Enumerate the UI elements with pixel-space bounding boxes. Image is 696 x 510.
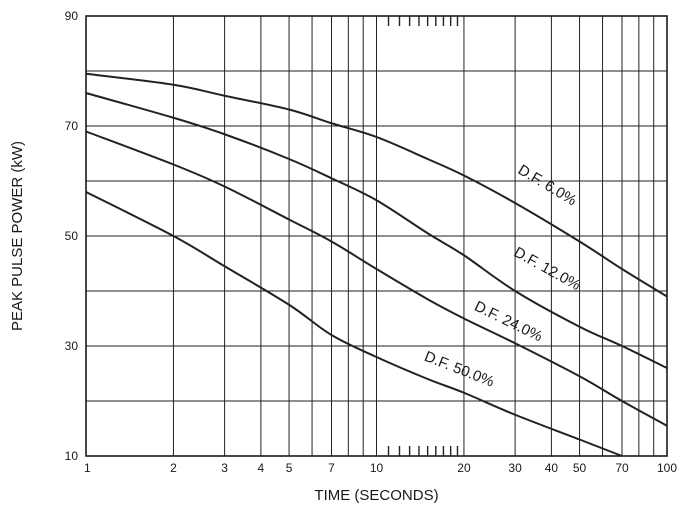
series-line-2 bbox=[85, 92, 668, 369]
y-tick-label: 70 bbox=[65, 119, 79, 133]
series-line-3 bbox=[85, 130, 668, 427]
y-tick-label: 10 bbox=[65, 449, 79, 463]
series-label-3: D.F. 24.0% bbox=[472, 298, 545, 346]
x-tick-label: 30 bbox=[508, 461, 522, 475]
plot-frame bbox=[85, 15, 668, 457]
series-line-4 bbox=[85, 191, 623, 457]
y-tick-label: 50 bbox=[65, 229, 79, 243]
x-tick-label: 40 bbox=[545, 461, 559, 475]
x-axis-title: TIME (SECONDS) bbox=[314, 487, 438, 504]
grid bbox=[85, 15, 668, 457]
minor-ticks bbox=[387, 16, 459, 456]
x-tick-label: 70 bbox=[615, 461, 629, 475]
x-tick-label: 10 bbox=[370, 461, 384, 475]
x-tick-label: 5 bbox=[286, 461, 293, 475]
x-tick-label: 4 bbox=[258, 461, 265, 475]
x-tick-labels: 1 2 3 4 5 7 10 20 30 40 50 70 100 bbox=[84, 461, 677, 475]
x-tick-label: 20 bbox=[457, 461, 471, 475]
series-label-4: D.F. 50.0% bbox=[422, 348, 497, 391]
series-label-1: D.F. 6.0% bbox=[515, 161, 580, 209]
x-tick-label: 1 bbox=[84, 461, 91, 475]
y-axis-title: PEAK PULSE POWER (kW) bbox=[9, 141, 26, 331]
series-lines bbox=[85, 72, 668, 457]
y-tick-labels: 10 30 50 70 90 bbox=[65, 9, 79, 463]
x-tick-label: 100 bbox=[657, 461, 677, 475]
series-line-1 bbox=[85, 72, 668, 298]
y-tick-label: 90 bbox=[65, 9, 79, 23]
x-tick-label: 7 bbox=[328, 461, 335, 475]
y-tick-label: 30 bbox=[65, 339, 79, 353]
x-tick-label: 2 bbox=[170, 461, 177, 475]
series-label-2: D.F. 12.0% bbox=[511, 244, 583, 294]
x-tick-label: 3 bbox=[221, 461, 228, 475]
x-tick-label: 50 bbox=[573, 461, 587, 475]
